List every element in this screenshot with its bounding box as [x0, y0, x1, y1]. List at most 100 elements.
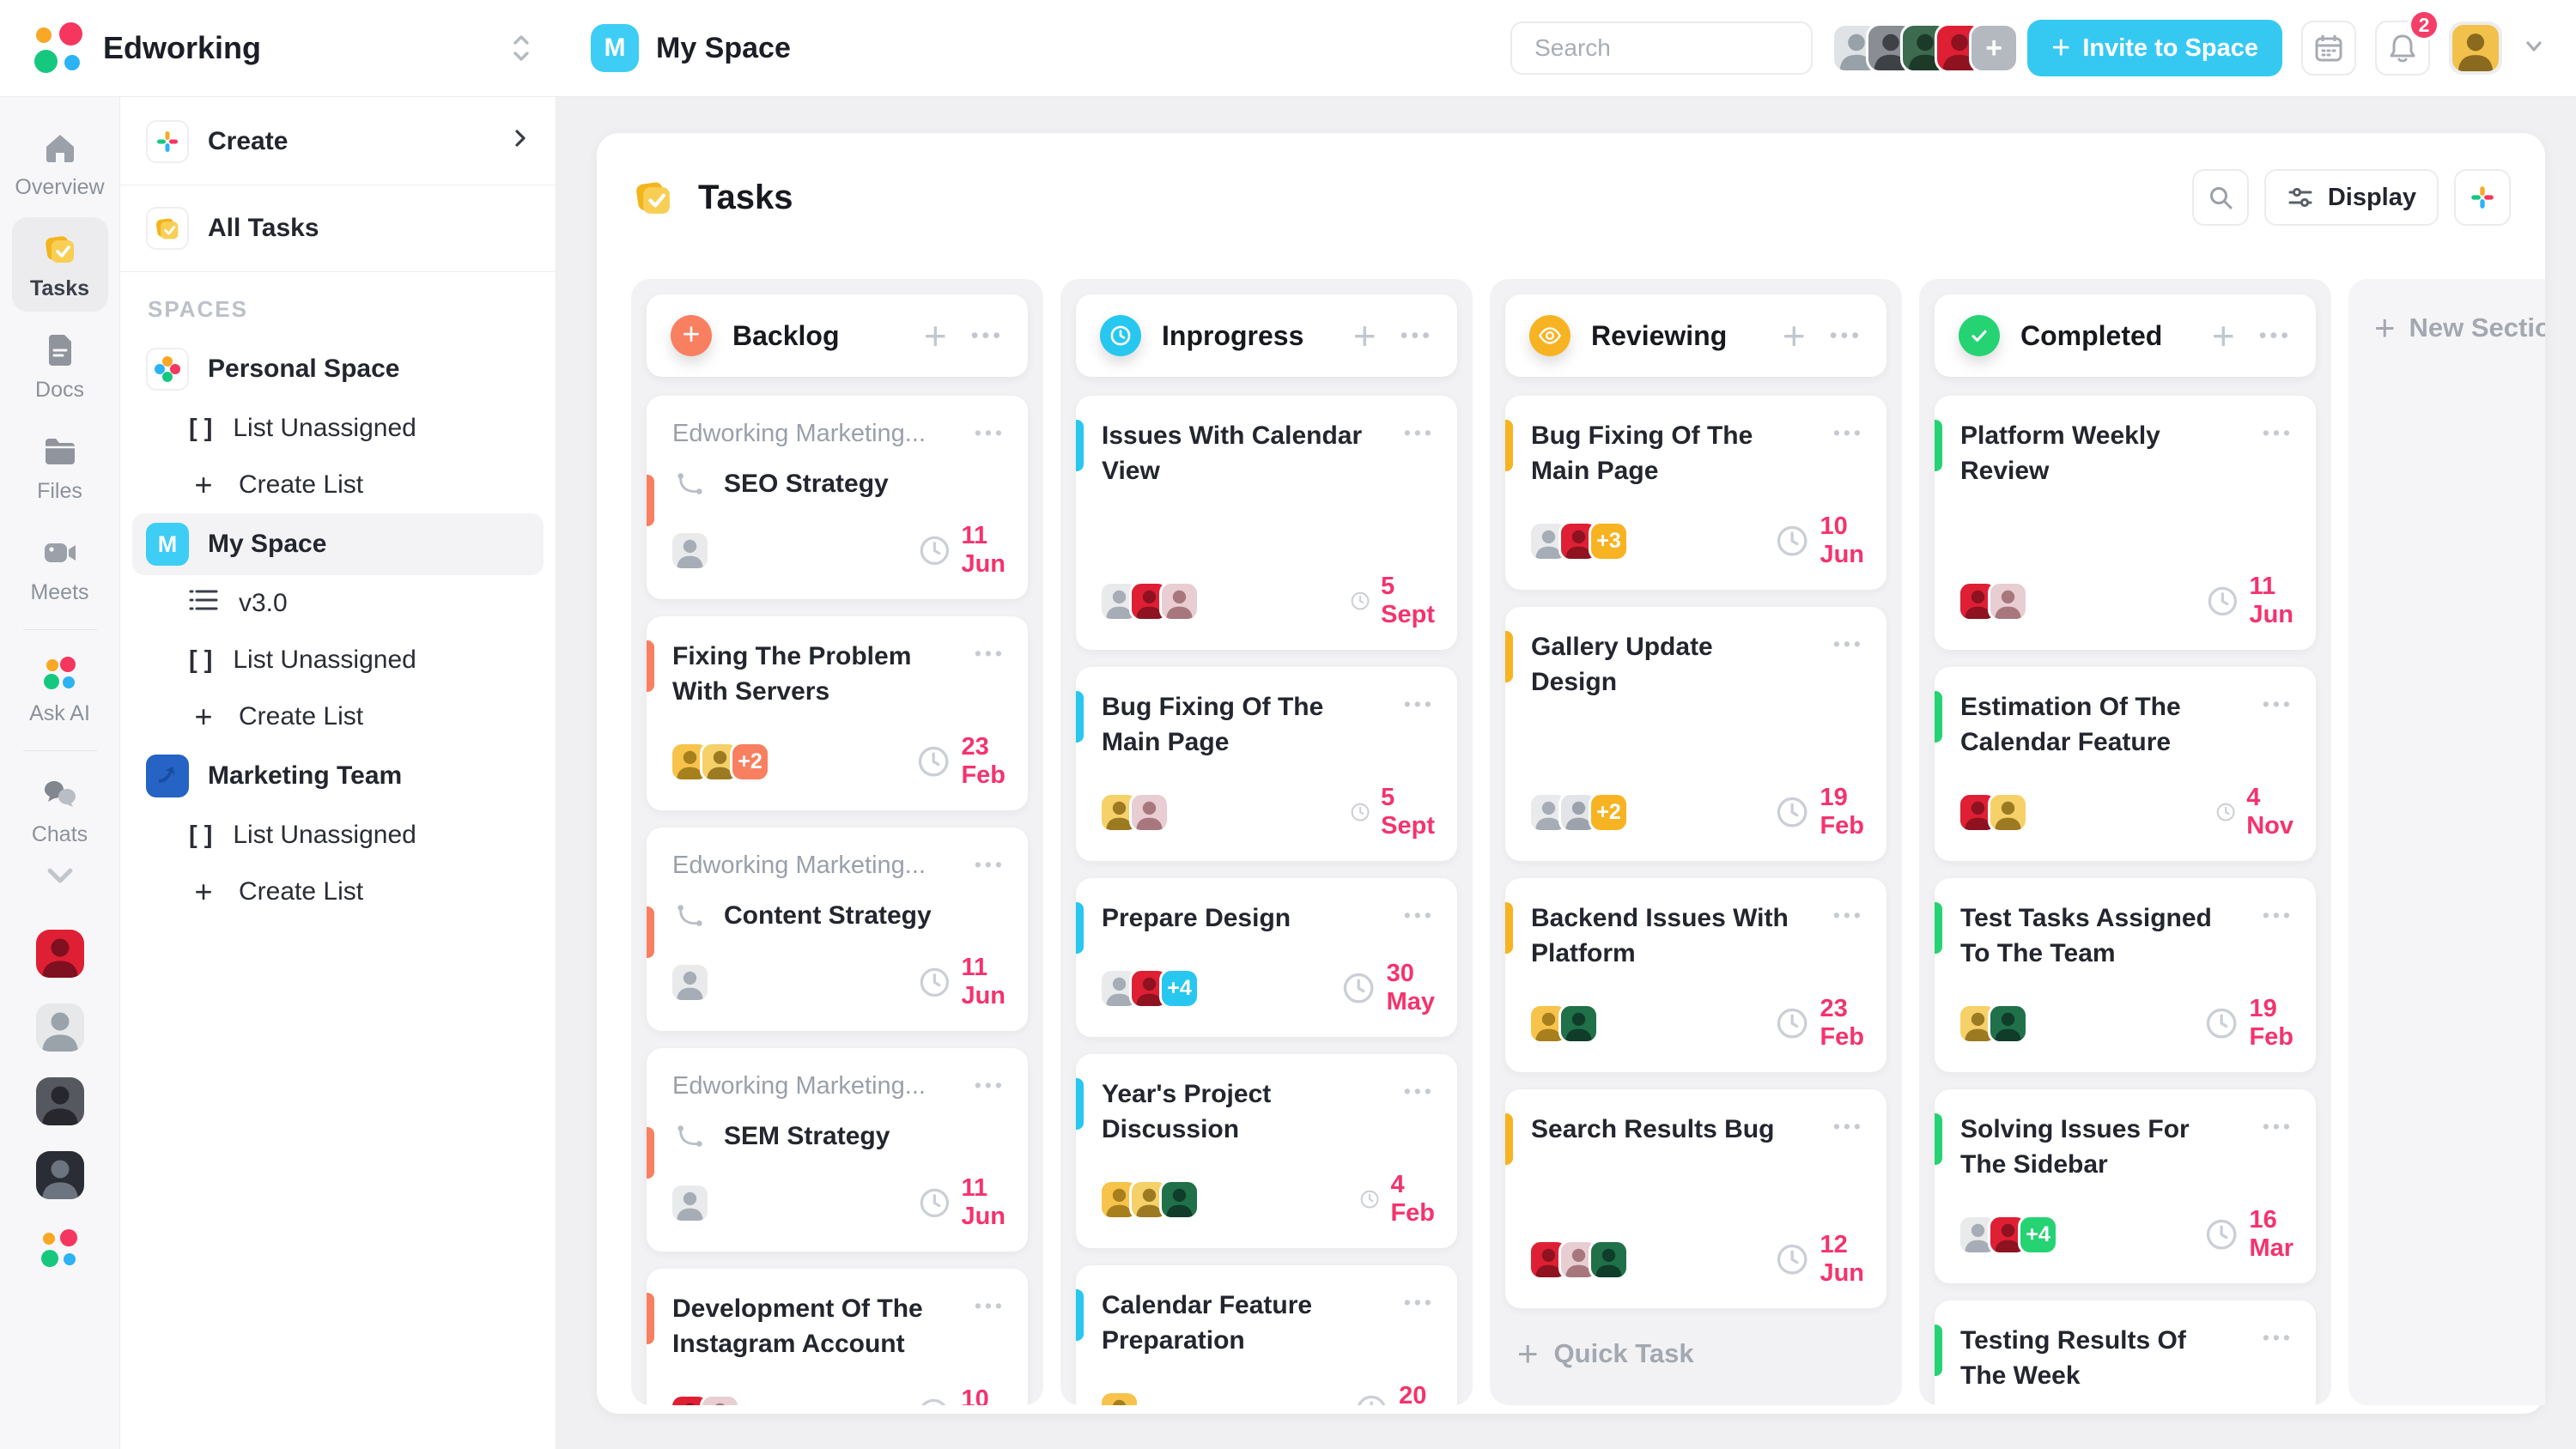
create-list-button[interactable]: + Create List	[132, 457, 544, 513]
display-settings-icon	[2288, 187, 2312, 208]
card-menu-button[interactable]: •••	[1403, 1291, 1435, 1313]
task-card[interactable]: Edworking Marketing... ••• SEM Strategy	[647, 1048, 1028, 1252]
member-avatar-stack[interactable]: +	[1832, 23, 2020, 73]
task-card[interactable]: Platform Weekly Review ••• 11 Jun	[1935, 396, 2316, 650]
column-menu-button[interactable]: •••	[970, 323, 1004, 348]
task-title: Gallery Update Design	[1531, 633, 1713, 696]
card-menu-button[interactable]: •••	[974, 853, 1005, 876]
card-menu-button[interactable]: •••	[974, 1294, 1005, 1317]
clock-icon	[2206, 1219, 2237, 1250]
task-card[interactable]: Edworking Marketing... ••• Content Strat…	[647, 828, 1028, 1031]
notifications-button[interactable]: 2	[2375, 9, 2440, 76]
main-content: Tasks Display	[556, 97, 2576, 1449]
rail-item-chats[interactable]: Chats	[12, 763, 108, 910]
chevron-right-icon	[511, 125, 530, 158]
clock-icon	[920, 967, 949, 997]
card-menu-button[interactable]: •••	[974, 1074, 1005, 1096]
assignee-avatars: +3	[1528, 520, 1629, 561]
clock-icon	[1777, 1008, 1807, 1039]
column-menu-button[interactable]: •••	[1829, 323, 1862, 348]
task-title: Search Results Bug	[1531, 1115, 1775, 1143]
column-completed: Completed + ••• Platform Weekly Review •…	[1919, 279, 2331, 1405]
board-header: Tasks Display	[597, 164, 2545, 231]
sidebar-item-list-unassigned[interactable]: [ ] List Unassigned	[189, 821, 416, 849]
rail-member-avatars[interactable]	[35, 917, 84, 1212]
task-card[interactable]: Fixing The Problem With Servers ••• +2 2…	[647, 616, 1028, 810]
task-card[interactable]: Prepare Design ••• +4 30 May	[1076, 878, 1457, 1037]
add-task-button[interactable]: +	[1352, 313, 1376, 358]
create-list-button[interactable]: + Create List	[132, 688, 544, 745]
quick-task-button[interactable]: + Quick Task	[1517, 1333, 1694, 1373]
task-card[interactable]: Estimation Of The Calendar Feature ••• 4…	[1935, 667, 2316, 861]
create-list-button[interactable]: + Create List	[132, 864, 544, 920]
sidebar-item-personal-space[interactable]: Personal Space	[132, 338, 544, 400]
search-input[interactable]	[1510, 21, 1814, 75]
chats-expand-chevron-icon[interactable]	[41, 858, 79, 900]
card-menu-button[interactable]: •••	[2262, 421, 2293, 444]
card-menu-button[interactable]: •••	[2262, 693, 2293, 715]
task-card[interactable]: Year's Project Discussion ••• 4 Feb	[1076, 1054, 1457, 1248]
avatar	[670, 530, 710, 571]
card-menu-button[interactable]: •••	[974, 421, 1005, 444]
column-menu-button[interactable]: •••	[1400, 323, 1433, 348]
task-card[interactable]: Test Tasks Assigned To The Team ••• 19 F…	[1935, 878, 2316, 1072]
calendar-button[interactable]	[2301, 21, 2356, 76]
task-card[interactable]: Issues With Calendar View ••• 5 Sept	[1076, 396, 1457, 650]
sidebar: Create All Tasks SPACES Personal Space	[120, 97, 556, 1449]
rail-item-ask-ai[interactable]: Ask AI	[12, 642, 108, 737]
task-card[interactable]: Backend Issues With Platform ••• 23 Feb	[1505, 878, 1886, 1072]
column-menu-button[interactable]: •••	[2258, 323, 2292, 348]
task-card[interactable]: Bug Fixing Of The Main Page ••• +3 10 Ju…	[1505, 396, 1886, 590]
task-card[interactable]: Bug Fixing Of The Main Page ••• 5 Sept	[1076, 667, 1457, 861]
new-section-button[interactable]: +New Section	[2348, 279, 2545, 1405]
card-menu-button[interactable]: •••	[1832, 1115, 1864, 1137]
subtask-icon	[677, 472, 702, 494]
workspace-switcher-icon[interactable]	[508, 32, 534, 64]
task-card[interactable]: Search Results Bug ••• 12 Jun	[1505, 1089, 1886, 1308]
task-card[interactable]: Development Of The Instagram Account •••…	[647, 1269, 1028, 1405]
board-search-button[interactable]	[2191, 169, 2249, 226]
task-card[interactable]: Gallery Update Design ••• +2 19 Feb	[1505, 607, 1886, 861]
task-card[interactable]: Edworking Marketing... ••• SEO Strategy	[647, 396, 1028, 599]
edworking-logo-icon	[34, 22, 84, 74]
sidebar-item-v3-list[interactable]: v3.0	[132, 575, 544, 632]
card-menu-button[interactable]: •••	[2262, 1115, 2293, 1137]
rail-item-tasks[interactable]: Tasks	[11, 217, 108, 312]
add-task-button[interactable]: +	[1782, 313, 1806, 358]
user-avatar[interactable]	[2449, 21, 2502, 75]
create-button[interactable]: Create	[132, 111, 544, 173]
assignee-avatars	[670, 1182, 710, 1223]
search-icon	[2209, 187, 2233, 209]
task-card[interactable]: Calendar Feature Preparation ••• 20 Jul	[1076, 1265, 1457, 1405]
card-menu-button[interactable]: •••	[1403, 904, 1435, 926]
rail-item-overview[interactable]: Overview	[12, 116, 108, 210]
sidebar-item-my-space[interactable]: M My Space	[132, 513, 544, 575]
rail-item-docs[interactable]: Docs	[12, 318, 108, 413]
add-task-button[interactable]: +	[2211, 313, 2235, 358]
add-section-button[interactable]	[2454, 169, 2511, 226]
invite-to-space-button[interactable]: + Invite to Space	[2027, 20, 2282, 76]
rail-item-meets[interactable]: Meets	[12, 521, 108, 615]
sidebar-item-marketing-team[interactable]: Marketing Team	[132, 745, 544, 807]
card-menu-button[interactable]: •••	[2262, 1326, 2293, 1349]
sidebar-item-all-tasks[interactable]: All Tasks	[132, 197, 544, 259]
card-menu-button[interactable]: •••	[1403, 693, 1435, 715]
sidebar-item-list-unassigned[interactable]: [ ] List Unassigned	[189, 646, 416, 674]
card-menu-button[interactable]: •••	[974, 642, 1005, 664]
spaces-section-label: SPACES	[148, 296, 248, 322]
card-menu-button[interactable]: •••	[1403, 421, 1435, 444]
task-card[interactable]: Testing Results Of The Week ••• +4 18 Ju…	[1935, 1300, 2316, 1405]
display-button[interactable]: Display	[2263, 169, 2439, 226]
card-menu-button[interactable]: •••	[2262, 904, 2293, 926]
card-menu-button[interactable]: •••	[1832, 633, 1864, 655]
task-card[interactable]: Solving Issues For The Sidebar ••• +4 16…	[1935, 1089, 2316, 1283]
account-menu-chevron-icon[interactable]	[2521, 33, 2547, 64]
rail-item-files[interactable]: Files	[12, 420, 108, 514]
card-menu-button[interactable]: •••	[1832, 904, 1864, 926]
sidebar-item-list-unassigned[interactable]: [ ] List Unassigned	[189, 414, 416, 442]
add-task-button[interactable]: +	[923, 313, 947, 358]
assignee-avatars	[1099, 1390, 1139, 1405]
card-menu-button[interactable]: •••	[1403, 1080, 1435, 1102]
card-menu-button[interactable]: •••	[1832, 421, 1864, 444]
